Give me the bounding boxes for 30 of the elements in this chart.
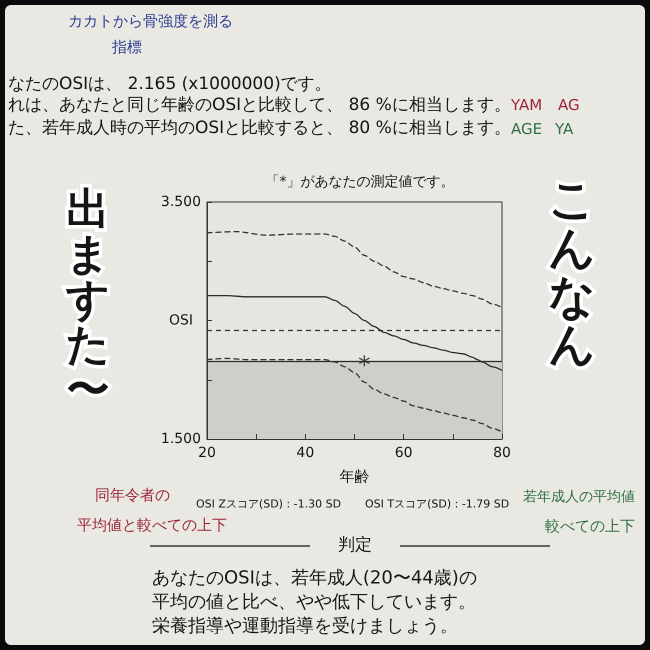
text: OSI Tスコア(SD) : -1.79 SD xyxy=(365,498,510,510)
text: カカトから骨強度を測る xyxy=(68,12,233,30)
text: 指標 xyxy=(111,38,142,56)
text: た、若年成人時の平均のOSIと比較すると、 80 %に相当します。 xyxy=(8,118,511,138)
chart-title: 「*」があなたの測定値です。 xyxy=(266,174,454,190)
text: 若年成人の平均値 xyxy=(523,489,635,505)
text: 判定 xyxy=(338,535,372,555)
text: 同年令者の xyxy=(95,486,170,504)
text: AG xyxy=(558,96,580,114)
x-tick-label: 60 xyxy=(394,445,413,461)
x-tick-label: 80 xyxy=(493,445,511,461)
text: AGE xyxy=(511,120,542,138)
x-tick-label: 40 xyxy=(296,445,314,461)
text: あなたのOSIは、若年成人(20〜44歳)の xyxy=(152,568,477,588)
y-tick-label: 3.500 xyxy=(160,194,201,210)
x-axis-title: 年齢 xyxy=(340,468,370,486)
y-tick-label: 1.500 xyxy=(160,431,201,447)
text: 平均の値と比べ、やや低下しています。 xyxy=(152,592,476,612)
text: 栄養指導や運動指導を受けましょう。 xyxy=(152,616,458,636)
text: れは、あなたと同じ年齢のOSIと比較して、 86 %に相当します。 xyxy=(8,95,511,115)
text: こんなん xyxy=(548,172,596,372)
x-tick-label: 20 xyxy=(198,445,216,461)
text: 平均値と較べての上下 xyxy=(77,516,227,534)
text: 出ますた〜 xyxy=(65,184,110,416)
y-axis-title: OSI xyxy=(168,312,193,328)
text: 較べての上下 xyxy=(545,517,635,535)
text: YAM xyxy=(510,96,542,114)
text: YA xyxy=(554,120,574,138)
text: OSI Zスコア(SD) : -1.30 SD xyxy=(196,498,342,510)
text: なたのOSIは、 2.165 (x1000000)です。 xyxy=(8,74,332,94)
